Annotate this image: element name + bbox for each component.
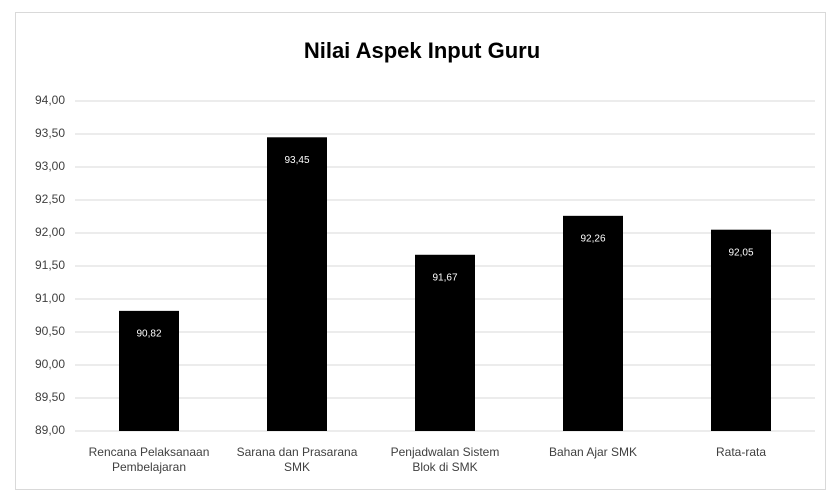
x-tick-label: Bahan Ajar SMK — [548, 445, 638, 459]
y-tick-label: 89,50 — [35, 390, 65, 404]
y-tick-label: 92,00 — [35, 225, 65, 239]
y-tick-label: 93,00 — [35, 159, 65, 173]
x-tick-label: Sarana dan Prasarana SMK — [236, 445, 358, 474]
y-tick-label: 94,00 — [35, 93, 65, 107]
y-tick-label: 91,50 — [35, 258, 65, 272]
y-tick-label: 92,50 — [35, 192, 65, 206]
y-tick-label: 90,00 — [35, 357, 65, 371]
bar — [267, 137, 327, 432]
data-label: 92,26 — [580, 233, 605, 244]
bar — [563, 215, 623, 431]
bar — [119, 310, 179, 431]
y-tick-label: 89,00 — [35, 423, 65, 437]
data-label: 93,45 — [284, 155, 309, 166]
data-label: 90,82 — [136, 329, 161, 340]
bar — [711, 229, 771, 431]
data-label: 91,67 — [432, 272, 457, 283]
x-tick-label: Rata-rata — [715, 445, 767, 459]
x-tick-label: Penjadwalan Sistem Blok di SMK — [390, 445, 500, 474]
y-tick-label: 93,50 — [35, 126, 65, 140]
y-tick-label: 91,00 — [35, 291, 65, 305]
chart-title: Nilai Aspek Input Guru — [304, 38, 540, 63]
bar — [415, 254, 475, 431]
x-tick-label: Rencana Pelaksanaan Pembelajaran — [88, 445, 210, 474]
data-label: 92,05 — [728, 247, 753, 258]
y-tick-label: 90,50 — [35, 324, 65, 338]
